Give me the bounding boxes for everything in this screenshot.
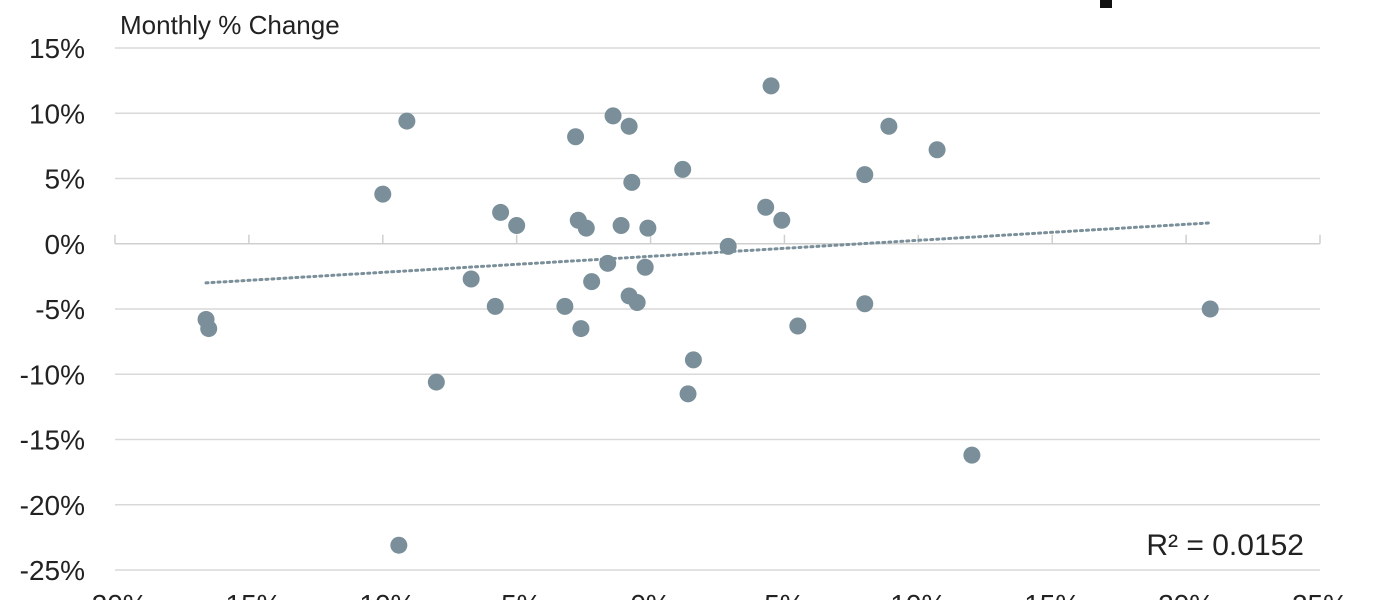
data-point [856, 295, 874, 313]
y-tick-labels: 15% 10% 5% 0% -5% -10% -15% -20% -25% [20, 33, 85, 586]
x-tick-label: -15% [216, 589, 281, 600]
y-tick-label: 10% [29, 98, 85, 129]
data-point [374, 185, 392, 203]
data-point [636, 258, 654, 276]
data-point [556, 297, 574, 315]
data-point [856, 166, 874, 184]
data-point [963, 446, 981, 464]
data-point [719, 237, 737, 255]
data-point [762, 77, 780, 95]
data-point [427, 373, 445, 391]
y-axis-label: Monthly % Change [120, 10, 340, 40]
trendline-path [204, 221, 1212, 285]
data-point [200, 320, 218, 338]
y-tick-label: -25% [20, 555, 85, 586]
data-point [880, 117, 898, 135]
data-point [604, 107, 622, 125]
x-tick-label: -5% [492, 589, 542, 600]
x-tick-label: 5% [764, 589, 804, 600]
data-point [508, 216, 526, 234]
data-point [1201, 300, 1219, 318]
data-point [789, 317, 807, 335]
x-tick-label: 10% [890, 589, 946, 600]
data-point [773, 211, 791, 229]
y-tick-label: 15% [29, 33, 85, 64]
data-point [462, 270, 480, 288]
grid-lines [115, 47, 1320, 571]
cropped-title-fragment [1100, 0, 1112, 8]
x-tick-label: 20% [1158, 589, 1214, 600]
data-point [572, 320, 590, 338]
trendline [204, 221, 1212, 285]
x-axis [114, 234, 1321, 245]
data-point [486, 297, 504, 315]
data-point [567, 128, 585, 146]
x-tick-label: -10% [350, 589, 415, 600]
data-point [639, 219, 657, 237]
data-point [684, 351, 702, 369]
data-point [492, 203, 510, 221]
data-point [628, 293, 646, 311]
data-point [757, 198, 775, 216]
y-tick-label: 5% [45, 164, 85, 195]
data-point [679, 385, 697, 403]
x-tick-label: -20% [82, 589, 147, 600]
x-tick-labels: -20% -15% -10% -5% 0% 5% 10% 15% 20% 25% [82, 589, 1348, 600]
data-point [928, 141, 946, 159]
x-tick-label: 25% [1292, 589, 1348, 600]
r-squared-annotation: R² = 0.0152 [1146, 529, 1304, 562]
y-tick-label: -10% [20, 359, 85, 390]
y-tick-label: -20% [20, 490, 85, 521]
data-point [577, 219, 595, 237]
data-point [623, 173, 641, 191]
data-point [674, 160, 692, 178]
data-point [390, 536, 408, 554]
data-point [599, 254, 617, 272]
y-tick-label: -15% [20, 425, 85, 456]
data-point [612, 216, 630, 234]
data-point [620, 117, 638, 135]
data-points [197, 77, 1219, 554]
data-point [583, 273, 601, 291]
y-tick-label: -5% [35, 294, 85, 325]
data-point [398, 112, 416, 130]
x-tick-label: 0% [630, 589, 670, 600]
x-tick-label: 15% [1024, 589, 1080, 600]
y-tick-label: 0% [45, 229, 85, 260]
